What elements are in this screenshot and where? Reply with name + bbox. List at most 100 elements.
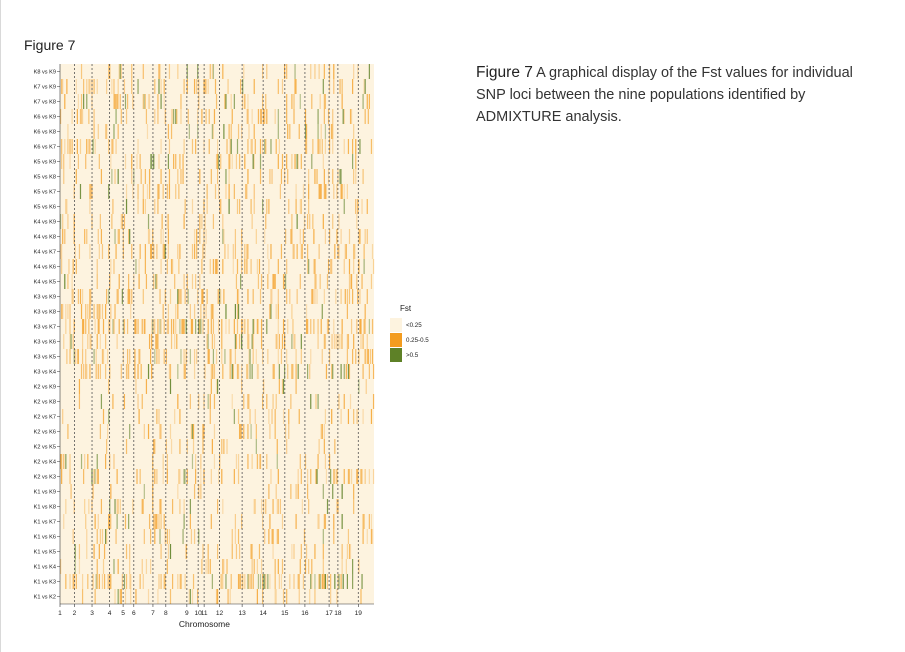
snp-cell — [278, 334, 280, 349]
snp-cell — [152, 499, 154, 514]
snp-cell — [167, 154, 170, 169]
snp-cell — [295, 184, 297, 199]
snp-cell — [132, 499, 134, 514]
snp-cell — [277, 124, 279, 139]
snp-cell — [197, 589, 199, 604]
snp-cell — [101, 304, 104, 319]
snp-cell — [97, 364, 99, 379]
snp-cell — [146, 184, 149, 199]
snp-cell — [163, 349, 165, 364]
snp-cell — [207, 79, 209, 94]
snp-cell — [65, 319, 67, 334]
snp-cell — [208, 109, 210, 124]
snp-cell — [223, 559, 225, 574]
snp-cell — [108, 409, 110, 424]
snp-cell — [333, 529, 335, 544]
snp-cell — [332, 139, 334, 154]
snp-cell — [197, 289, 199, 304]
snp-cell — [341, 79, 343, 94]
snp-cell — [63, 169, 65, 184]
snp-cell — [234, 304, 236, 319]
snp-cell — [341, 544, 343, 559]
snp-cell — [141, 394, 143, 409]
snp-cell — [221, 349, 223, 364]
snp-cell — [66, 79, 68, 94]
snp-cell — [198, 394, 200, 409]
snp-cell — [317, 109, 319, 124]
y-tick-label: K7 vs K8 — [34, 99, 56, 105]
snp-cell — [162, 454, 164, 469]
snp-cell — [91, 499, 93, 514]
snp-cell — [108, 514, 110, 529]
snp-cell — [348, 544, 351, 559]
snp-cell — [260, 499, 263, 514]
snp-cell — [67, 274, 69, 289]
snp-cell — [153, 439, 155, 454]
snp-cell — [314, 544, 316, 559]
snp-cell — [164, 289, 166, 304]
snp-cell — [185, 319, 187, 334]
snp-cell — [199, 229, 201, 244]
snp-cell — [368, 319, 370, 334]
snp-cell — [282, 379, 285, 394]
snp-cell — [217, 154, 219, 169]
snp-cell — [363, 259, 365, 274]
snp-cell — [271, 529, 273, 544]
snp-cell — [263, 109, 265, 124]
snp-cell — [352, 289, 354, 304]
snp-cell — [134, 319, 136, 334]
snp-cell — [307, 469, 309, 484]
snp-cell — [163, 94, 165, 109]
snp-cell — [323, 109, 325, 124]
snp-cell — [305, 544, 308, 559]
y-tick-label: K5 vs K8 — [34, 174, 56, 180]
snp-cell — [250, 259, 252, 274]
snp-cell — [270, 244, 272, 259]
snp-cell — [85, 514, 87, 529]
snp-cell — [310, 349, 312, 364]
snp-cell — [247, 424, 249, 439]
snp-cell — [363, 244, 365, 259]
snp-cell — [81, 319, 84, 334]
snp-cell — [241, 229, 243, 244]
y-tick-label: K2 vs K7 — [34, 414, 56, 420]
snp-cell — [313, 259, 315, 274]
snp-cell — [115, 109, 117, 124]
snp-cell — [72, 529, 74, 544]
snp-cell — [350, 319, 353, 334]
snp-cell — [231, 544, 233, 559]
snp-cell — [88, 139, 90, 154]
snp-cell — [266, 64, 268, 79]
y-tick-label: K3 vs K4 — [34, 369, 56, 375]
snp-cell — [343, 139, 345, 154]
snp-cell — [345, 244, 347, 259]
snp-cell — [128, 274, 130, 289]
y-tick-label: K5 vs K6 — [34, 204, 56, 210]
snp-cell — [93, 544, 95, 559]
snp-cell — [324, 574, 327, 589]
snp-cell — [215, 154, 218, 169]
snp-cell — [139, 469, 141, 484]
snp-cell — [117, 499, 119, 514]
snp-cell — [234, 229, 236, 244]
snp-cell — [160, 94, 162, 109]
snp-cell — [271, 409, 273, 424]
snp-cell — [108, 289, 110, 304]
snp-cell — [330, 469, 332, 484]
snp-cell — [92, 574, 94, 589]
snp-cell — [118, 229, 120, 244]
snp-cell — [209, 409, 211, 424]
snp-cell — [312, 214, 314, 229]
snp-cell — [305, 139, 308, 154]
snp-cell — [157, 319, 159, 334]
snp-cell — [277, 349, 279, 364]
snp-cell — [101, 574, 104, 589]
snp-cell — [336, 469, 338, 484]
snp-cell — [343, 259, 345, 274]
snp-cell — [89, 139, 91, 154]
snp-cell — [147, 214, 150, 229]
snp-cell — [191, 319, 194, 334]
snp-cell — [349, 109, 352, 124]
snp-cell — [233, 469, 235, 484]
snp-cell — [357, 289, 359, 304]
